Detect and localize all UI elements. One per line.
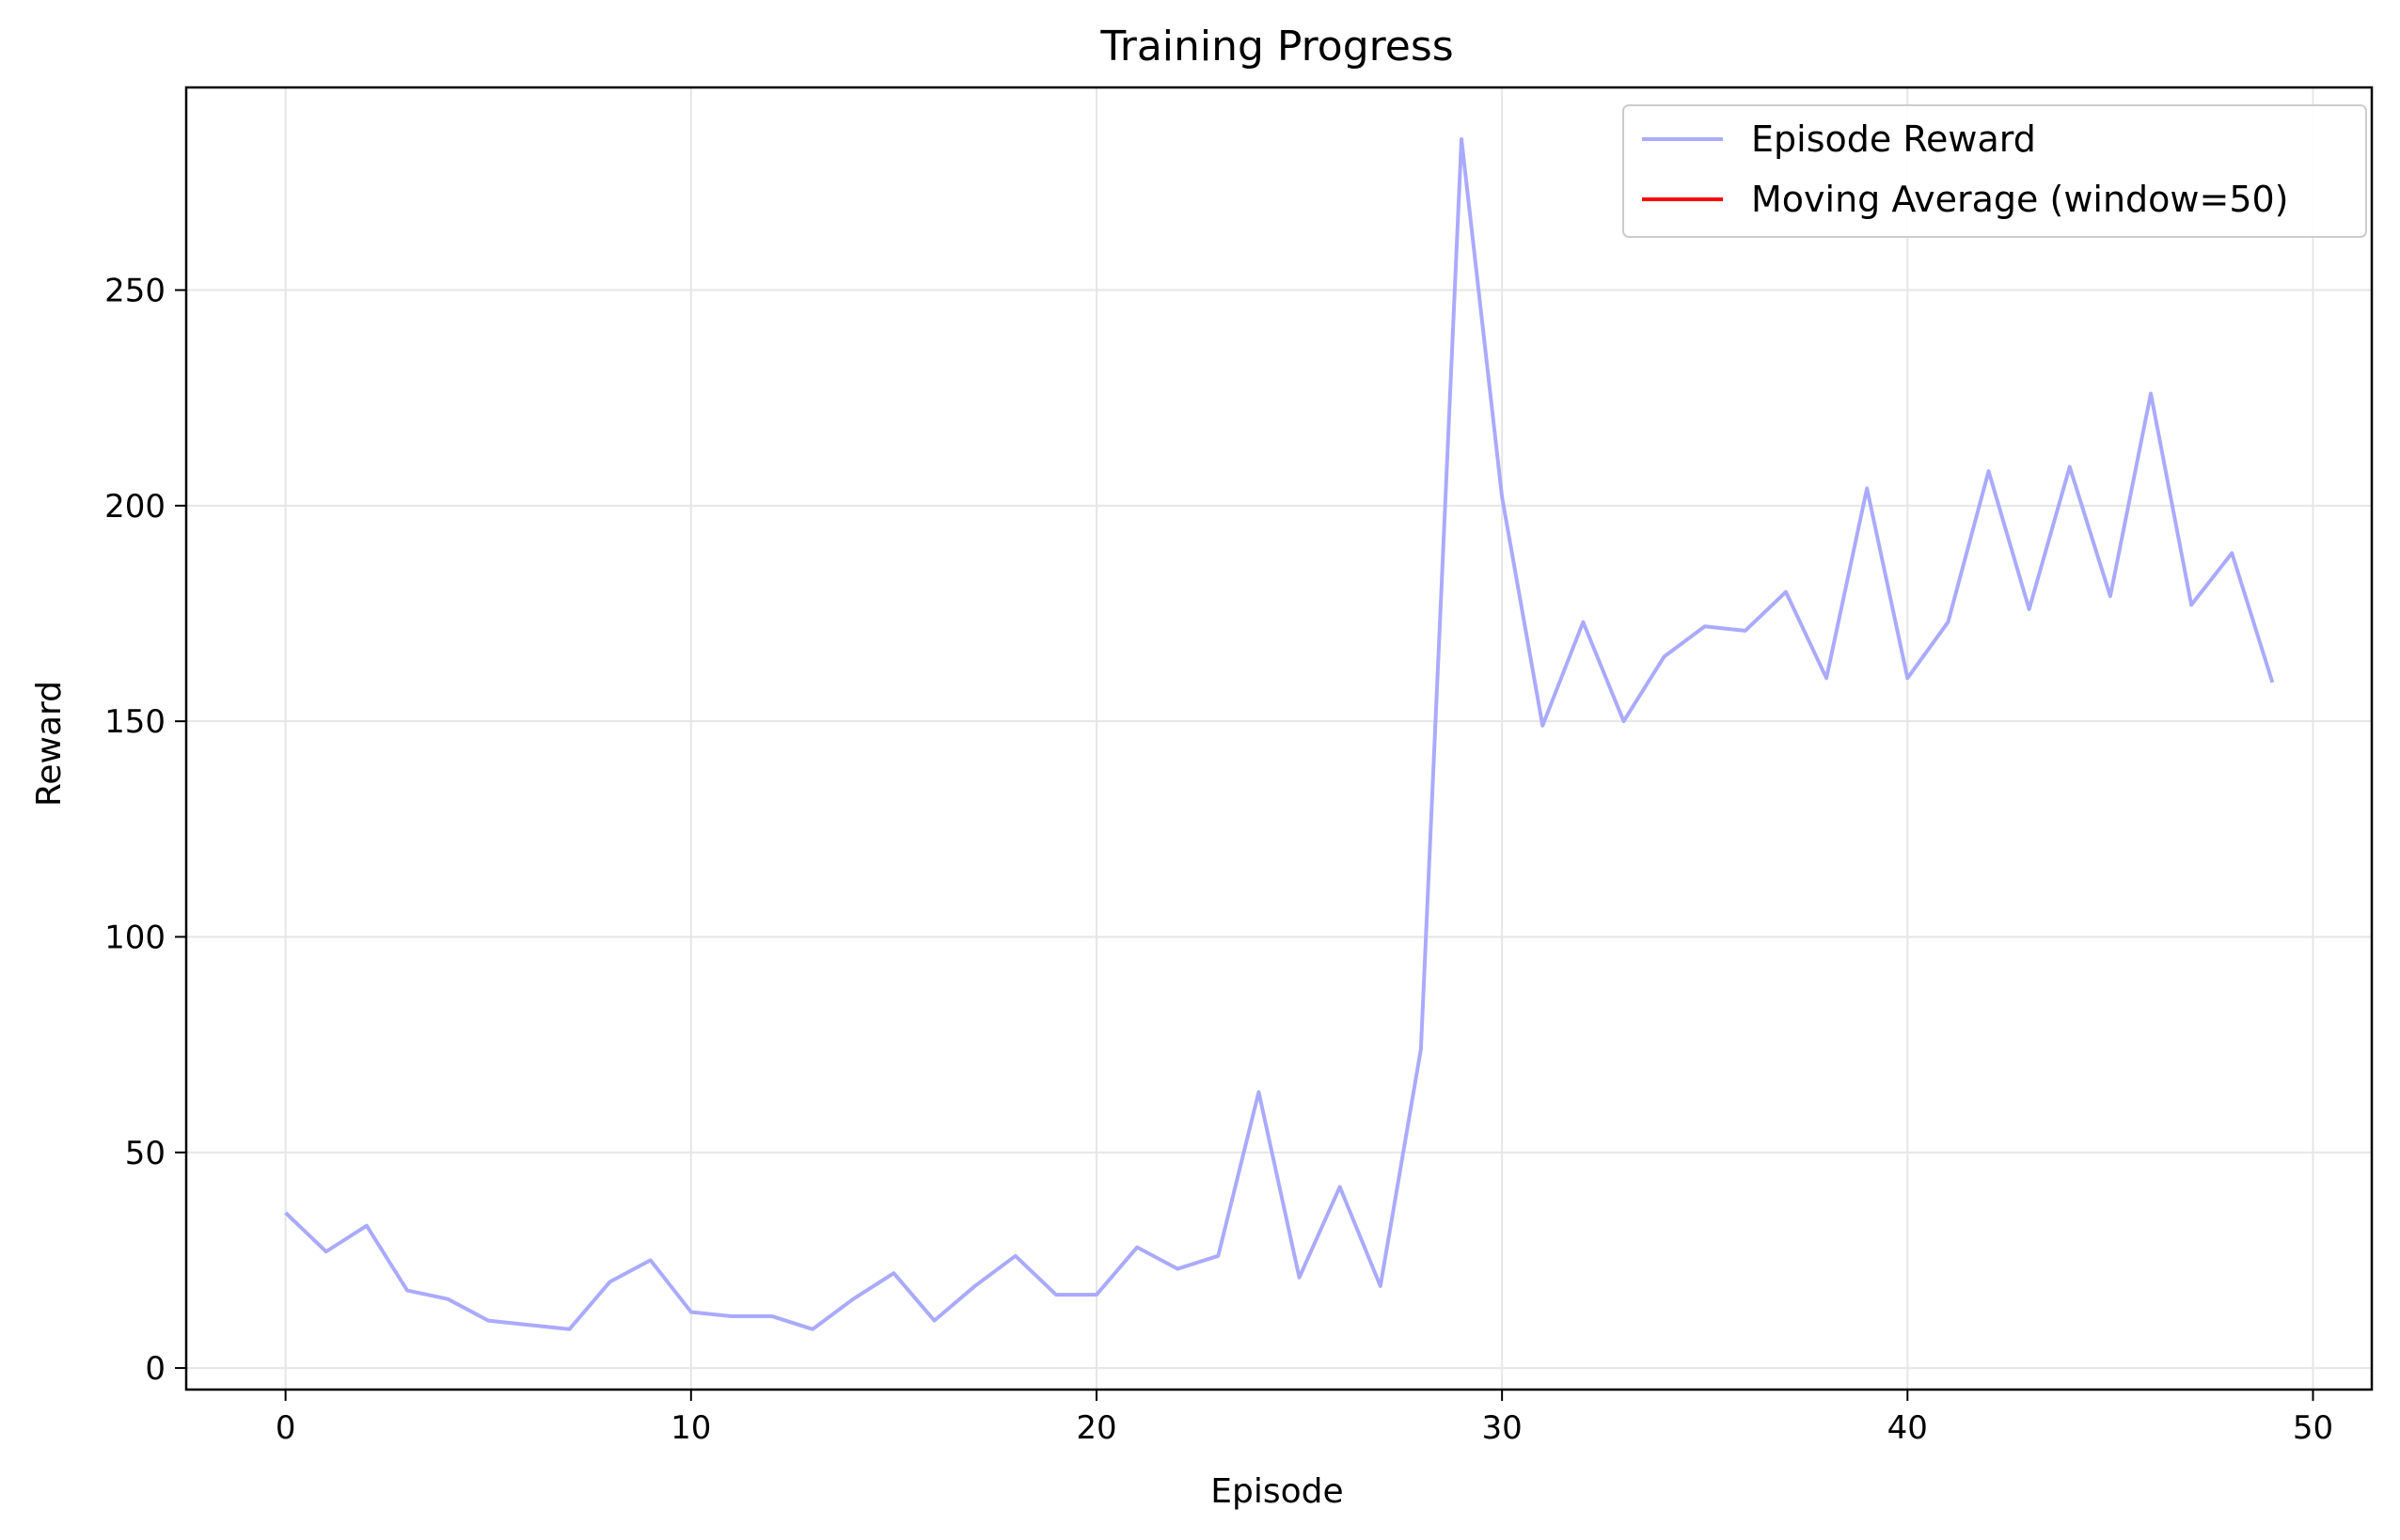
x-tick-label: 40 <box>1887 1409 1928 1447</box>
y-tick-label: 200 <box>104 488 166 526</box>
legend-label-moving-average: Moving Average (window=50) <box>1751 179 2289 220</box>
axis-ticks: 0 10 20 30 40 50 0 50 100 150 200 250 <box>104 273 2333 1447</box>
series-line-0 <box>284 137 2275 1331</box>
x-tick-label: 20 <box>1076 1409 1116 1447</box>
y-tick-label: 100 <box>104 919 166 956</box>
x-tick-label: 50 <box>2293 1409 2333 1447</box>
x-tick-label: 30 <box>1482 1409 1523 1447</box>
y-axis-label: Reward <box>30 681 69 807</box>
x-tick-label: 0 <box>276 1409 296 1447</box>
legend: Episode Reward Moving Average (window=50… <box>1622 104 2367 238</box>
y-tick-label: 150 <box>104 703 166 741</box>
chart-title: Training Progress <box>1099 23 1453 71</box>
y-tick-label: 0 <box>145 1350 166 1388</box>
legend-label-episode-reward: Episode Reward <box>1751 118 2036 160</box>
y-tick-label: 250 <box>104 273 166 310</box>
x-tick-label: 10 <box>671 1409 711 1447</box>
grid <box>186 87 2372 1390</box>
x-axis-label: Episode <box>1210 1472 1343 1511</box>
plot-frame <box>184 86 2374 1391</box>
y-tick-label: 50 <box>125 1135 166 1172</box>
series-layer <box>284 137 2275 1331</box>
legend-box <box>1622 104 2367 238</box>
